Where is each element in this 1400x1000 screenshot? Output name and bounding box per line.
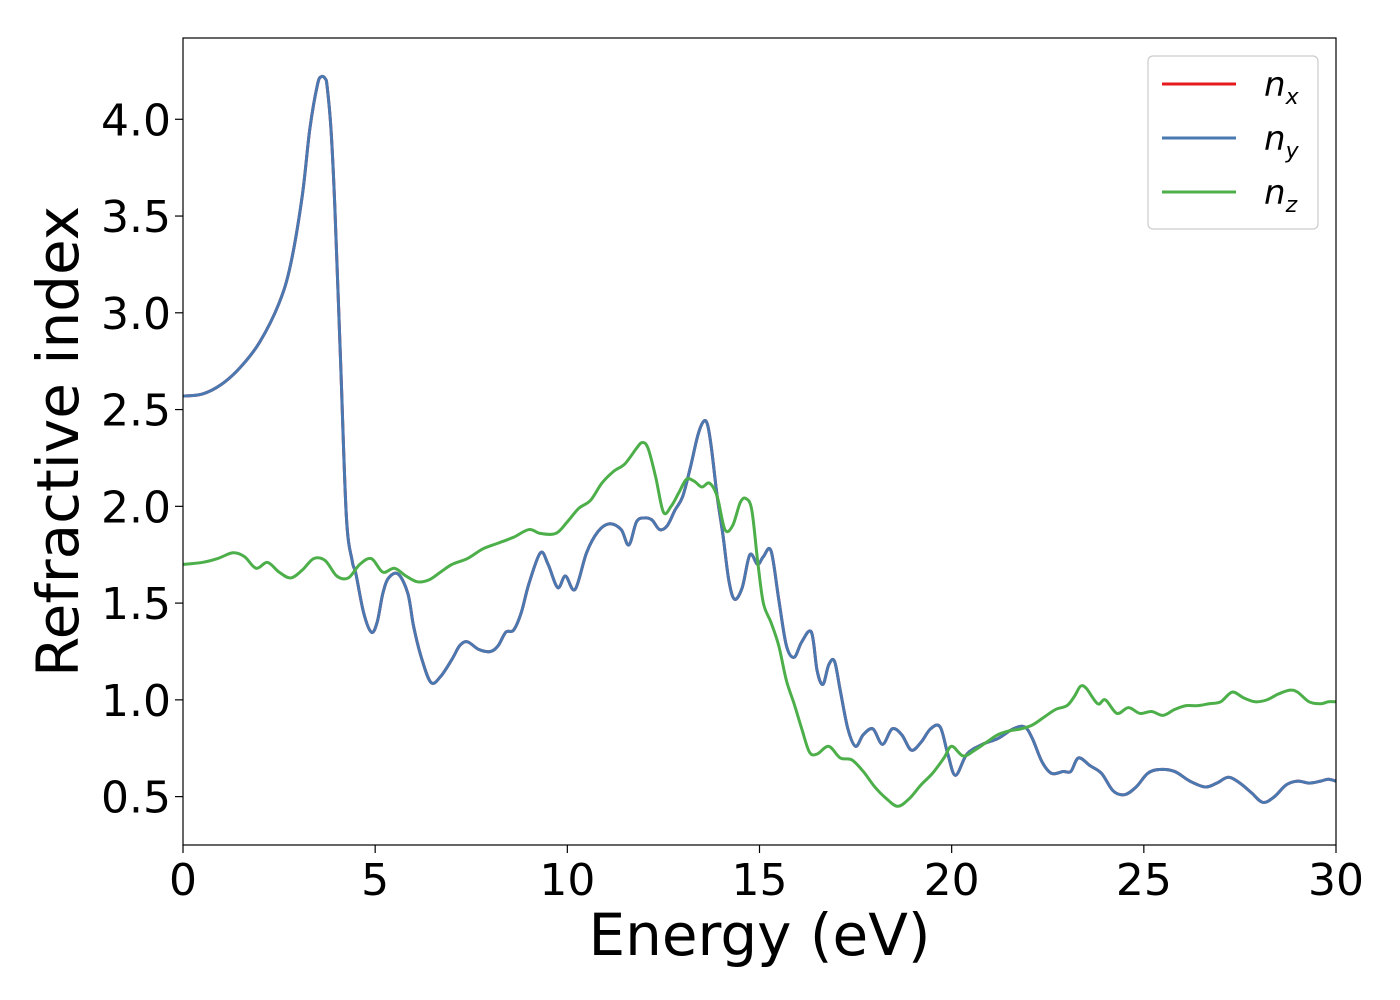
x-tick-label: 10	[539, 855, 595, 906]
y-tick-label: 3.5	[101, 192, 171, 243]
x-tick-label: 15	[732, 855, 788, 906]
x-tick-label: 20	[924, 855, 980, 906]
y-tick-label: 2.0	[101, 482, 171, 533]
legend-label-nx: nx	[1264, 65, 1300, 110]
y-tick-label: 1.0	[101, 676, 171, 727]
x-tick-label: 5	[361, 855, 389, 906]
x-axis-label: Energy (eV)	[588, 901, 930, 969]
series-line-nz	[183, 440, 1336, 808]
y-tick-label: 1.5	[101, 579, 171, 630]
y-tick-label: 2.5	[101, 386, 171, 437]
y-axis-label: Refractive index	[24, 206, 92, 677]
x-tick-label: 30	[1308, 855, 1364, 906]
legend-frame	[1147, 55, 1319, 230]
legend-label-nz: nz	[1264, 173, 1298, 218]
legend-label-ny: ny	[1264, 119, 1300, 164]
x-tick-label: 25	[1116, 855, 1172, 906]
y-axis-ticks: 0.5 1.0 1.5 2.0 2.5 3.0 3.5 4.0	[101, 95, 183, 824]
x-axis-ticks: 0 5 10 15 20 25 30	[169, 845, 1364, 906]
plot-area	[182, 37, 1337, 846]
y-tick-label: 4.0	[101, 95, 171, 146]
series-layer	[183, 74, 1336, 808]
y-tick-label: 3.0	[101, 289, 171, 340]
legend: nx ny nz	[1147, 55, 1319, 230]
y-tick-label: 0.5	[101, 773, 171, 824]
x-tick-label: 0	[169, 855, 197, 906]
